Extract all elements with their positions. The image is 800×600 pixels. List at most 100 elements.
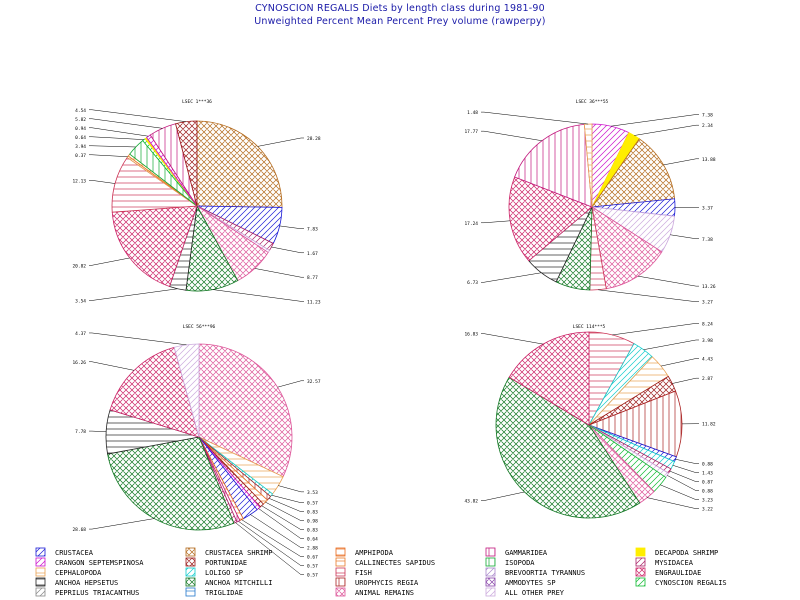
slice-label: 5.82 [75,117,86,123]
legend-label: ALL OTHER PREY [505,589,565,597]
slice-label: 13.88 [702,157,716,163]
slice-label: 3.23 [702,498,713,504]
slice-label: 8.24 [702,321,713,327]
leader-line [271,246,304,254]
slice-label: 17.77 [464,129,478,135]
leader-line [675,459,699,464]
slice-label: 0.98 [307,519,318,525]
legend-label: PORTUNIDAE [205,559,247,567]
slice-label: 32.57 [307,379,321,385]
legend-label: AMMODYTES SP [505,579,556,587]
legend-item-brevoortia-tyrannus: BREVOORTIA TYRANNUS [485,567,585,577]
slice-label: 3.98 [702,338,713,344]
slice-label: 3.94 [75,144,86,150]
slice-label: 2.88 [307,546,318,552]
legend-label: CEPHALOPODA [55,569,102,577]
legend-label: CYNOSCION REGALIS [655,579,727,587]
legend-swatch [35,577,46,587]
legend-label: CRUSTACEA SHRIMP [205,549,272,557]
pie-chart-1: LSEC 1***36 4.54 5.82 0.94 0.64 3.94 0.37 12.13… [72,99,320,305]
slice-label: 16.26 [72,360,86,366]
legend-swatch [185,557,196,567]
slice-label: 13.26 [702,284,716,290]
legend: CRUSTACEA CRUSTACEA SHRIMP AMPHIPODA GAMMAR… [35,547,727,597]
legend-label: ANCHOA HEPSETUS [55,579,118,587]
slice-label: 12.13 [72,178,86,184]
slice-label: 0.88 [702,462,713,468]
leader-line [279,225,304,229]
chart-subtitle: Unweighted Percent Mean Percent Prey vol… [254,16,546,27]
leader-line [89,430,107,433]
slice-label: 11.23 [307,299,321,305]
leader-line [89,154,128,157]
leader-line [612,323,699,336]
legend-label: UROPHYCIS REGIA [355,579,419,587]
slice-label: 20.82 [72,263,86,269]
legend-label: CALLINECTES SAPIDUS [355,559,435,567]
legend-swatch [635,557,646,567]
legend-label: ENGRAULIDAE [655,569,701,577]
leader-line [481,333,544,345]
slice-label: 28.68 [72,527,86,533]
legend-label: MYSIDACEA [655,559,694,567]
leader-line [672,465,699,473]
leader-line [278,485,304,493]
slice-label: 4.54 [75,108,86,114]
slice-label: 2.87 [702,376,713,382]
leader-line [235,522,304,575]
legend-swatch [635,577,646,587]
slice-label: 2.34 [702,123,713,129]
legend-label: AMPHIPODA [355,549,394,557]
pie-title: LSEC 1***36 [182,99,212,105]
legend-item-triglidae: TRIGLIDAE [185,587,243,597]
leader-line [481,491,525,501]
legend-swatch [35,547,46,557]
legend-label: BREVOORTIA TYRANNUS [505,569,585,577]
pie-slice-urophycis-regia [587,390,683,458]
slice-label: 3.54 [75,298,86,304]
leader-line [271,494,304,503]
legend-swatch [335,567,346,577]
leader-line [241,519,304,557]
legend-label: ANIMAL REMAINS [355,589,414,597]
leader-line [643,339,699,350]
pie-chart-4: LSEC 114***5 16.83 43.82 8.24 3.98 4.43 2.87 11… [464,321,716,519]
legend-item-amphipoda: AMPHIPODA [335,547,394,557]
leader-line [669,470,699,482]
leader-line [89,180,116,184]
leader-line [610,114,699,127]
slice-label: 0.57 [307,564,318,570]
slice-label: 4.43 [702,356,713,362]
legend-swatch [185,587,196,597]
pie-title: LSEC 36***55 [576,99,609,105]
legend-item-loligo-sp: LOLIGO SP [185,567,243,577]
legend-swatch [635,547,646,557]
legend-swatch [335,547,346,557]
leader-line [667,475,699,491]
leader-line [89,118,163,129]
leader-line [89,518,155,530]
slice-label: 1.48 [467,110,478,116]
legend-item-gammaridea: GAMMARIDEA [485,547,548,557]
leader-line [89,145,136,148]
leader-line [672,377,699,384]
legend-label: TRIGLIDAE [205,589,243,597]
legend-swatch [635,567,646,577]
leader-line [598,289,699,302]
leader-line [634,124,699,136]
legend-swatch [485,567,496,577]
legend-item-anchoa-hepsetus: ANCHOA HEPSETUS [35,577,118,587]
leader-line [670,234,699,240]
legend-item-callinectes-sapidus: CALLINECTES SAPIDUS [335,557,435,567]
leader-line [250,514,304,548]
legend-swatch [485,587,496,597]
slice-label: 3.37 [702,206,713,212]
slice-label: 0.83 [307,510,318,516]
legend-swatch [335,557,346,567]
slice-label: 16.83 [464,332,478,338]
leader-line [481,130,543,141]
legend-item-crustacea-shrimp: CRUSTACEA SHRIMP [185,547,272,557]
legend-label: CRANGON SEPTEMSPINOSA [55,559,144,567]
slice-label: 0.88 [702,489,713,495]
